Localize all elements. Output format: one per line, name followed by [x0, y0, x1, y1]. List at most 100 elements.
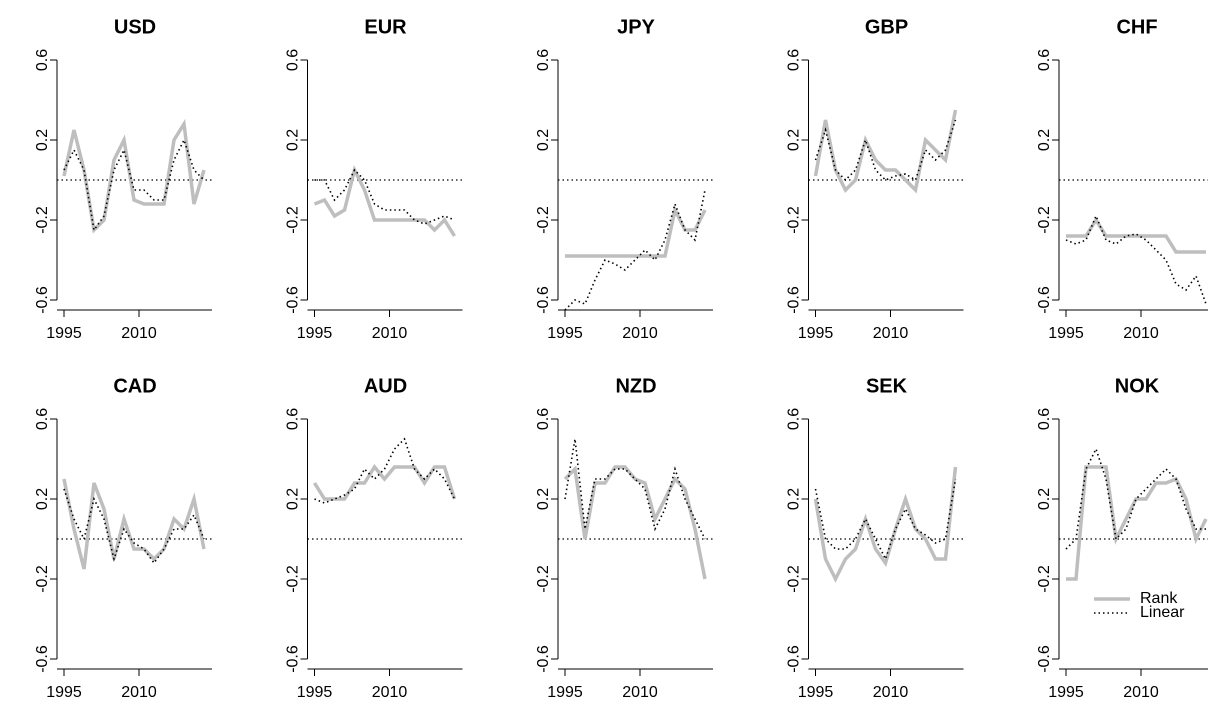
y-tick-label: -0.2 — [1036, 206, 1053, 234]
series-line — [813, 466, 958, 583]
panel: CAD -0.6 -0.2 0.2 0.6 1995 2010 — [34, 375, 212, 701]
x-tick-label: 2010 — [372, 325, 408, 342]
series-line — [313, 464, 457, 501]
y-tick-label: -0.6 — [535, 645, 552, 673]
y-tick-label: -0.2 — [535, 565, 552, 593]
x-tick-label: 1995 — [297, 325, 333, 342]
y-tick-label: 0.6 — [535, 408, 552, 430]
x-tick-label: 2010 — [1123, 684, 1159, 701]
panel-title: CAD — [113, 375, 156, 397]
panel: CHF -0.6 -0.2 0.2 0.6 1995 2010 — [1036, 16, 1208, 342]
y-tick-label: -0.6 — [1036, 645, 1053, 673]
panel-title: SEK — [866, 375, 908, 397]
y-tick-label: -0.2 — [535, 206, 552, 234]
x-tick-label: 1995 — [1048, 325, 1084, 342]
y-tick-label: -0.6 — [285, 645, 302, 673]
y-tick-label: -0.2 — [34, 565, 51, 593]
panel-title: CHF — [1116, 16, 1157, 38]
y-tick-label: 0.6 — [786, 408, 803, 430]
legend-label: Rank — [1140, 590, 1178, 607]
panel-title: JPY — [617, 16, 655, 38]
panel: USD -0.6 -0.2 0.2 0.6 1995 2010 — [34, 16, 212, 342]
series-line — [1065, 213, 1207, 305]
panel-title: NZD — [615, 375, 656, 397]
panel: GBP -0.6 -0.2 0.2 0.6 1995 2010 — [786, 16, 964, 342]
legend-label: Linear — [1140, 604, 1185, 621]
series-line — [563, 465, 707, 580]
x-tick-label: 1995 — [46, 325, 82, 342]
panel: SEK -0.6 -0.2 0.2 0.6 1995 2010 — [786, 375, 964, 701]
y-tick-label: 0.6 — [1036, 49, 1053, 71]
y-tick-label: 0.2 — [285, 129, 302, 151]
series-line — [814, 478, 957, 562]
x-tick-label: 2010 — [873, 684, 909, 701]
y-tick-label: -0.6 — [535, 286, 552, 314]
series-line — [814, 119, 957, 182]
y-tick-label: 0.2 — [535, 129, 552, 151]
panel-title: NOK — [1115, 375, 1160, 397]
series-line — [564, 189, 706, 311]
x-tick-label: 2010 — [121, 325, 157, 342]
y-tick-label: 0.2 — [1036, 488, 1053, 510]
y-tick-label: -0.2 — [786, 206, 803, 234]
y-tick-label: -0.2 — [285, 565, 302, 593]
series-line — [565, 204, 707, 258]
y-tick-label: 0.6 — [535, 49, 552, 71]
panel-title: USD — [114, 16, 156, 38]
x-tick-label: 1995 — [798, 684, 834, 701]
series-line — [1066, 465, 1208, 581]
y-tick-label: 0.2 — [1036, 129, 1053, 151]
series-line — [813, 109, 958, 194]
y-tick-label: -0.6 — [285, 286, 302, 314]
series-line — [62, 478, 206, 570]
x-tick-label: 2010 — [873, 325, 909, 342]
panel: NZD -0.6 -0.2 0.2 0.6 1995 2010 — [535, 375, 713, 701]
x-tick-label: 1995 — [297, 684, 333, 701]
series-line — [62, 118, 206, 234]
panel: EUR -0.6 -0.2 0.2 0.6 1995 2010 — [285, 16, 463, 342]
panel-title: GBP — [865, 16, 908, 38]
x-tick-label: 1995 — [798, 325, 834, 342]
series-line — [314, 437, 456, 504]
y-tick-label: 0.2 — [285, 488, 302, 510]
y-tick-label: 0.6 — [285, 408, 302, 430]
y-tick-label: -0.2 — [34, 206, 51, 234]
y-tick-label: -0.6 — [34, 645, 51, 673]
x-tick-label: 1995 — [547, 684, 583, 701]
y-tick-label: 0.2 — [34, 129, 51, 151]
y-tick-label: -0.6 — [786, 286, 803, 314]
y-tick-label: -0.2 — [786, 565, 803, 593]
x-tick-label: 2010 — [622, 684, 658, 701]
series-line — [314, 168, 455, 225]
panel: AUD -0.6 -0.2 0.2 0.6 1995 2010 — [285, 375, 463, 701]
x-tick-label: 1995 — [1048, 684, 1084, 701]
y-tick-label: -0.2 — [1036, 565, 1053, 593]
y-tick-label: -0.2 — [285, 206, 302, 234]
series-line — [313, 164, 456, 237]
panel-title: AUD — [364, 375, 407, 397]
series-line — [1066, 216, 1206, 254]
y-tick-label: 0.2 — [535, 488, 552, 510]
x-tick-label: 2010 — [372, 684, 408, 701]
y-tick-label: 0.2 — [786, 488, 803, 510]
y-tick-label: -0.6 — [786, 645, 803, 673]
y-tick-label: 0.2 — [34, 488, 51, 510]
x-tick-label: 1995 — [547, 325, 583, 342]
y-tick-label: 0.6 — [786, 49, 803, 71]
x-tick-label: 1995 — [46, 684, 82, 701]
series-line — [63, 488, 205, 565]
x-tick-label: 2010 — [1123, 325, 1159, 342]
y-tick-label: -0.6 — [1036, 286, 1053, 314]
panel-title: EUR — [364, 16, 407, 38]
y-tick-label: 0.6 — [34, 49, 51, 71]
y-tick-label: 0.6 — [1036, 408, 1053, 430]
panel: JPY -0.6 -0.2 0.2 0.6 1995 2010 — [535, 16, 713, 342]
y-tick-label: 0.2 — [786, 129, 803, 151]
y-tick-label: -0.6 — [34, 286, 51, 314]
x-tick-label: 2010 — [121, 684, 157, 701]
x-tick-label: 2010 — [622, 325, 658, 342]
y-tick-label: 0.6 — [285, 49, 302, 71]
y-tick-label: 0.6 — [34, 408, 51, 430]
